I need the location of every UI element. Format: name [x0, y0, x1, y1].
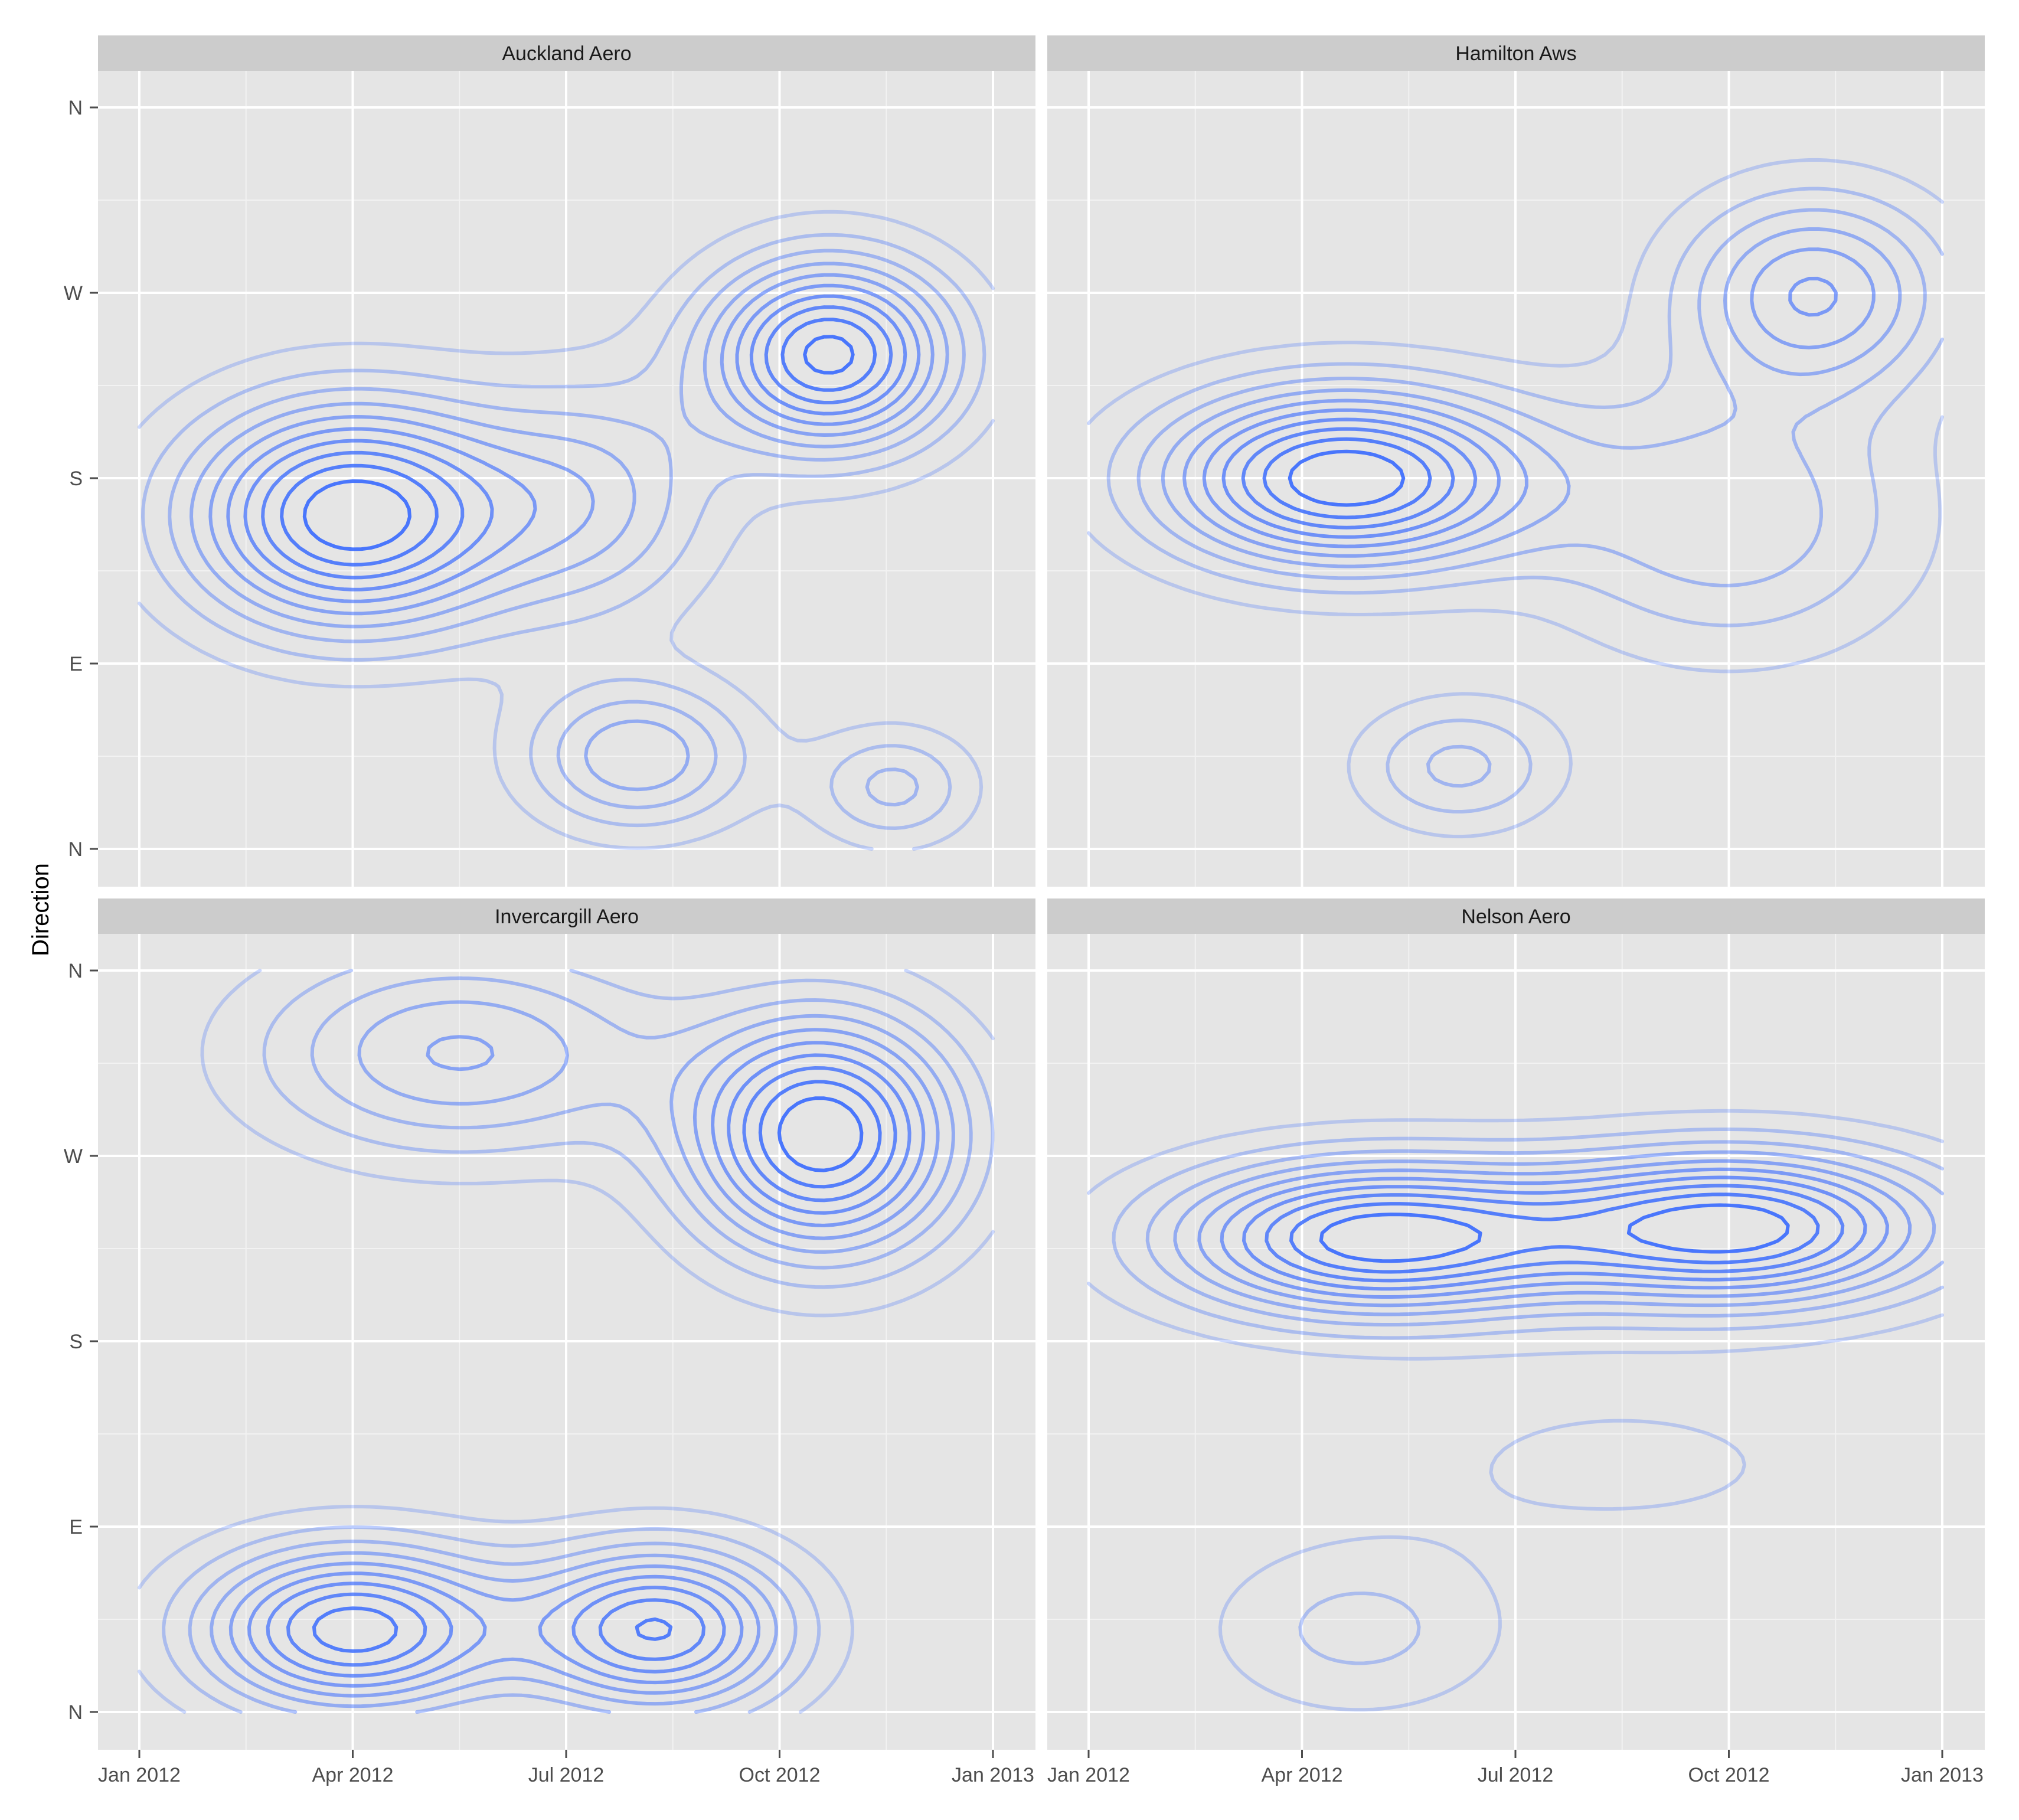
contour-line: [1173, 1150, 1936, 1316]
contour-line: [1182, 247, 1876, 558]
contour-line: [286, 1066, 897, 1667]
x-tick-label: Jan 2012: [1047, 1764, 1130, 1786]
y-tick-label: E: [69, 653, 83, 675]
y-tick-label: E: [69, 1516, 83, 1538]
y-tick-label: N: [68, 838, 83, 861]
y-axis-label: Direction: [28, 863, 54, 956]
contour-line: [1242, 1175, 1867, 1291]
panels-layer: Auckland Aero N E S W N Hamilton Aws Invercargi…: [64, 35, 1985, 1786]
contour-line: [1220, 1167, 1889, 1299]
contour-line: [1289, 1192, 1820, 1274]
contour-line: [226, 283, 921, 603]
contour-line: [1288, 449, 1406, 507]
contour-line: [1106, 187, 1944, 813]
panel-title: Invercargill Aero: [495, 906, 639, 928]
panel-title: Auckland Aero: [502, 43, 631, 65]
panel-strip: [1047, 898, 1985, 934]
contour-line: [280, 318, 877, 567]
contour-line: [1161, 227, 1902, 568]
x-tick-label: Jan 2013: [952, 1764, 1034, 1786]
panel-strip: [98, 35, 1035, 71]
panel-strip: [1047, 35, 1985, 71]
contour-line: [210, 1000, 955, 1708]
x-tick-label: Jan 2012: [98, 1764, 181, 1786]
contour-line: [168, 249, 966, 809]
contour-line: [266, 1053, 912, 1678]
contour-line: [141, 233, 986, 830]
contour-line: [261, 305, 893, 580]
contour-line: [1202, 276, 1838, 548]
contour-line: [138, 969, 995, 1714]
contour-line: [138, 210, 995, 851]
contour-line: [1087, 158, 1944, 839]
contour-line: [1136, 208, 1927, 788]
contour-line: [1241, 427, 1455, 530]
panel-title: Nelson Aero: [1461, 906, 1570, 928]
x-tick-label: Apr 2012: [312, 1764, 394, 1786]
x-tick-label: Oct 2012: [739, 1764, 821, 1786]
y-tick-label: S: [69, 1331, 83, 1353]
y-tick-label: N: [68, 97, 83, 119]
contour-line: [1112, 1128, 1944, 1665]
x-tick-label: Apr 2012: [1262, 1764, 1343, 1786]
y-tick-label: S: [69, 468, 83, 490]
panel-invercargill-aero: Invercargill Aero N E S W N Jan 2012 Apr 2012 Ju…: [64, 898, 1035, 1786]
x-tick-label: Oct 2012: [1688, 1764, 1770, 1786]
contour-line: [190, 262, 949, 792]
panel-title: Hamilton Aws: [1455, 43, 1576, 65]
contour-line: [777, 1096, 864, 1172]
contour-line: [247, 1041, 926, 1688]
panel-strip: [98, 898, 1035, 934]
panel-auckland-aero: Auckland Aero N E S W N: [64, 35, 1035, 887]
panel-nelson-aero: Nelson Aero Jan 2012 Apr 2012 Jul 2012 Oct 2…: [1047, 898, 1985, 1786]
contour-line: [1197, 1159, 1912, 1308]
contour-line: [1319, 1203, 1790, 1263]
contour-line: [1262, 437, 1432, 519]
contour-line: [1145, 1140, 1944, 1326]
contour-line: [243, 294, 907, 592]
x-tick-label: Jul 2012: [528, 1764, 605, 1786]
contour-line: [162, 969, 995, 1714]
contour-line: [302, 335, 855, 551]
contour-line: [188, 976, 973, 1714]
y-tick-label: N: [68, 960, 83, 982]
y-tick-label: W: [64, 282, 83, 305]
contour-line: [312, 1080, 882, 1653]
y-tick-label: W: [64, 1145, 83, 1168]
contour-line: [1221, 417, 1478, 539]
panel-hamilton-aws: Hamilton Aws: [1047, 35, 1985, 887]
x-tick-label: Jul 2012: [1478, 1764, 1554, 1786]
contour-line: [1087, 1109, 1944, 1712]
contour-line: [1265, 1184, 1845, 1283]
contour-line: [208, 273, 935, 616]
x-tick-label: Jan 2013: [1901, 1764, 1984, 1786]
contour-line: [228, 1028, 940, 1698]
y-tick-label: N: [68, 1701, 83, 1724]
